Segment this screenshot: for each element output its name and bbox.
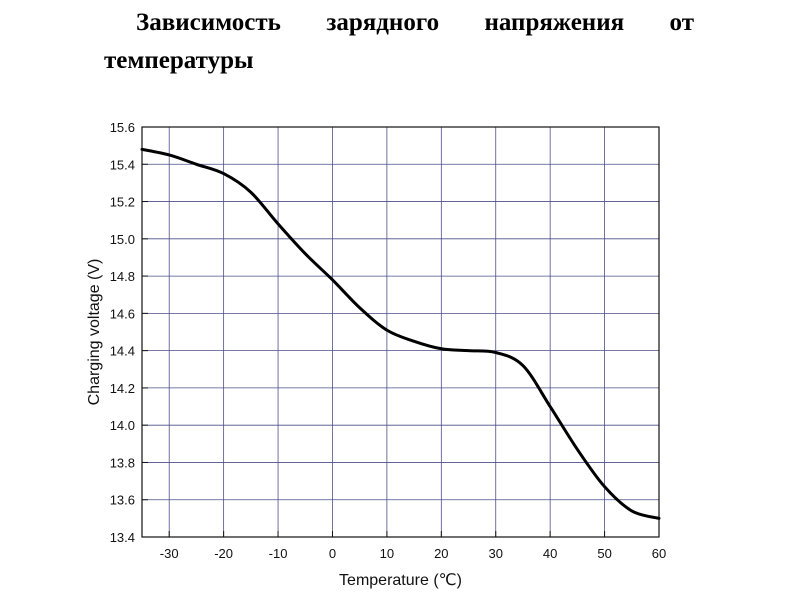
x-axis-label: Temperature (℃) (339, 572, 462, 589)
axis-ticks (142, 126, 660, 538)
x-tick-label: 20 (434, 546, 448, 561)
x-tick-label: 0 (329, 546, 336, 561)
y-tick-label: 14.2 (110, 381, 135, 396)
tick-labels: -30 -20 -10 0 10 20 30 40 50 60 13.4 13.6 13.8 14.0 14… (110, 120, 667, 561)
y-tick-label: 15.2 (110, 195, 135, 210)
y-tick-label: 13.8 (110, 455, 135, 470)
x-tick-label: 50 (597, 546, 611, 561)
y-tick-label: 14.0 (110, 418, 135, 433)
y-tick-label: 14.8 (110, 269, 135, 284)
document-title: Зависимость зарядного напряжения от темп… (104, 9, 694, 74)
x-tick-label: 10 (380, 546, 394, 561)
data-points (141, 148, 661, 520)
y-tick-label: 13.4 (110, 530, 135, 545)
y-tick-label: 15.4 (110, 157, 135, 172)
x-tick-label: 40 (543, 546, 557, 561)
x-tick-label: 60 (652, 546, 666, 561)
plot-frame (141, 126, 660, 538)
x-tick-label: 30 (489, 546, 503, 561)
y-tick-label: 15.6 (110, 120, 135, 135)
x-tick-label: -30 (160, 546, 179, 561)
series-line (140, 147, 661, 520)
y-tick-label: 13.6 (110, 493, 135, 508)
y-tick-label: 14.4 (110, 344, 135, 359)
y-tick-label: 14.6 (110, 306, 135, 321)
grid (142, 126, 660, 538)
y-axis-label: Charging voltage (V) (86, 259, 103, 406)
x-tick-label: -20 (214, 546, 233, 561)
x-tick-label: -10 (269, 546, 288, 561)
y-tick-label: 15.0 (110, 232, 135, 247)
